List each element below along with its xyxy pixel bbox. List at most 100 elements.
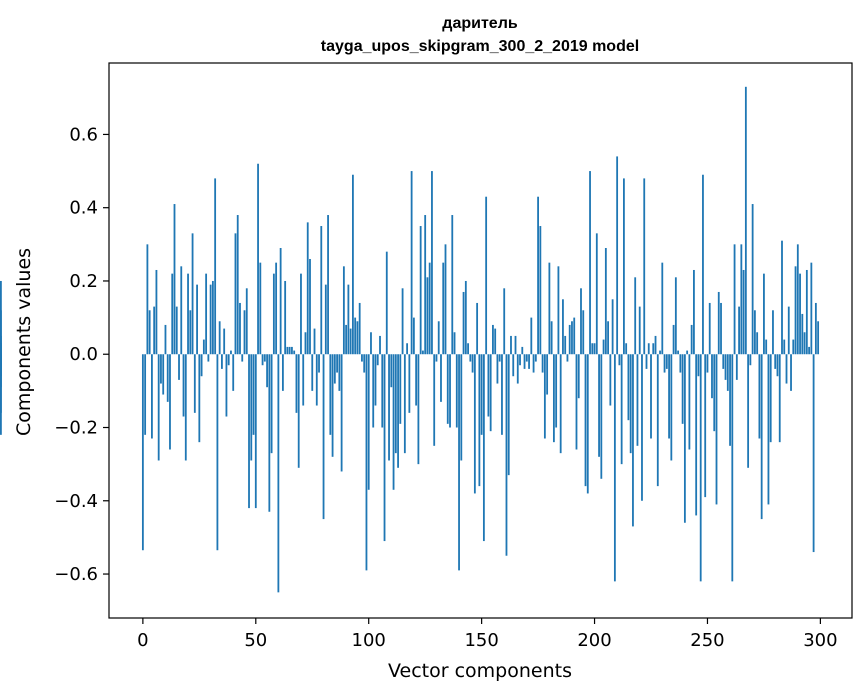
bar bbox=[223, 328, 226, 355]
bar bbox=[410, 171, 413, 355]
bar bbox=[480, 354, 483, 435]
bar bbox=[636, 354, 639, 446]
bar bbox=[550, 321, 553, 355]
bar bbox=[805, 269, 808, 355]
bar bbox=[713, 354, 716, 432]
bar bbox=[471, 354, 474, 373]
bar bbox=[431, 171, 433, 355]
bar bbox=[356, 321, 359, 355]
bar bbox=[530, 317, 533, 355]
bar bbox=[270, 354, 273, 454]
bar bbox=[708, 302, 711, 355]
bar bbox=[656, 354, 659, 487]
bar bbox=[266, 354, 268, 388]
bar bbox=[367, 354, 370, 490]
bar bbox=[157, 354, 160, 461]
bar bbox=[602, 339, 605, 355]
bar bbox=[695, 354, 698, 516]
bar bbox=[616, 156, 619, 355]
bar bbox=[363, 354, 366, 373]
bar bbox=[738, 306, 740, 355]
bar bbox=[749, 354, 752, 366]
bar bbox=[557, 266, 560, 355]
bar bbox=[175, 306, 178, 355]
bar bbox=[541, 354, 544, 373]
bar bbox=[731, 354, 734, 582]
x-tick-label: 100 bbox=[352, 630, 386, 651]
bar bbox=[722, 354, 725, 369]
bar bbox=[783, 339, 786, 355]
bar bbox=[467, 343, 469, 355]
bar bbox=[735, 354, 738, 380]
bar bbox=[164, 324, 167, 355]
bar bbox=[781, 240, 783, 355]
bar bbox=[498, 354, 501, 362]
bar bbox=[760, 354, 763, 520]
bar bbox=[654, 335, 657, 355]
bar bbox=[288, 346, 291, 355]
bar bbox=[342, 266, 345, 355]
bar bbox=[221, 354, 223, 369]
bar bbox=[618, 354, 621, 366]
bar bbox=[747, 354, 750, 468]
bar bbox=[295, 354, 298, 413]
bar bbox=[354, 317, 357, 355]
bar bbox=[521, 346, 524, 355]
bar bbox=[401, 288, 404, 355]
bar bbox=[765, 339, 768, 355]
bar bbox=[385, 251, 388, 355]
bar bbox=[478, 354, 481, 487]
bar bbox=[227, 354, 230, 366]
bar bbox=[507, 354, 510, 476]
bar bbox=[259, 262, 262, 355]
bar bbox=[261, 354, 264, 366]
bar bbox=[286, 346, 289, 355]
bar bbox=[211, 280, 214, 355]
bar bbox=[200, 354, 203, 377]
bar bbox=[207, 354, 210, 362]
x-tick-label: 300 bbox=[803, 630, 837, 651]
bar bbox=[182, 354, 185, 417]
bar bbox=[711, 354, 713, 399]
bar bbox=[473, 354, 476, 494]
bar bbox=[370, 332, 372, 355]
bar bbox=[668, 354, 670, 439]
bar bbox=[519, 354, 521, 366]
y-tick-label: 0.6 bbox=[69, 124, 98, 145]
y-tick-label: 0.4 bbox=[69, 198, 98, 219]
bar bbox=[729, 354, 731, 446]
bar bbox=[315, 354, 318, 406]
bar bbox=[758, 354, 761, 439]
bar bbox=[397, 354, 399, 468]
bar bbox=[236, 215, 239, 355]
bar bbox=[702, 174, 704, 355]
plot-frame bbox=[108, 62, 853, 619]
bar bbox=[191, 233, 194, 355]
bar bbox=[148, 310, 151, 355]
bar bbox=[406, 343, 409, 355]
bar bbox=[647, 343, 650, 355]
bar bbox=[345, 324, 348, 355]
bar bbox=[528, 354, 530, 369]
y-axis-label: Components values bbox=[13, 248, 35, 436]
bar bbox=[625, 343, 628, 355]
y-tick-label: −0.4 bbox=[54, 491, 98, 512]
bar bbox=[277, 354, 280, 593]
bar bbox=[171, 273, 174, 355]
bar bbox=[392, 354, 395, 490]
bar bbox=[304, 332, 307, 355]
bar bbox=[216, 354, 219, 551]
bar bbox=[546, 354, 549, 395]
bar bbox=[415, 354, 418, 406]
bar bbox=[627, 354, 630, 421]
bar bbox=[604, 248, 607, 355]
bar bbox=[162, 354, 165, 395]
bar bbox=[620, 354, 623, 465]
bar bbox=[613, 354, 616, 582]
bar bbox=[661, 262, 664, 355]
bar bbox=[607, 321, 609, 355]
bar bbox=[333, 354, 336, 384]
bar bbox=[374, 354, 377, 406]
bar bbox=[403, 354, 406, 454]
